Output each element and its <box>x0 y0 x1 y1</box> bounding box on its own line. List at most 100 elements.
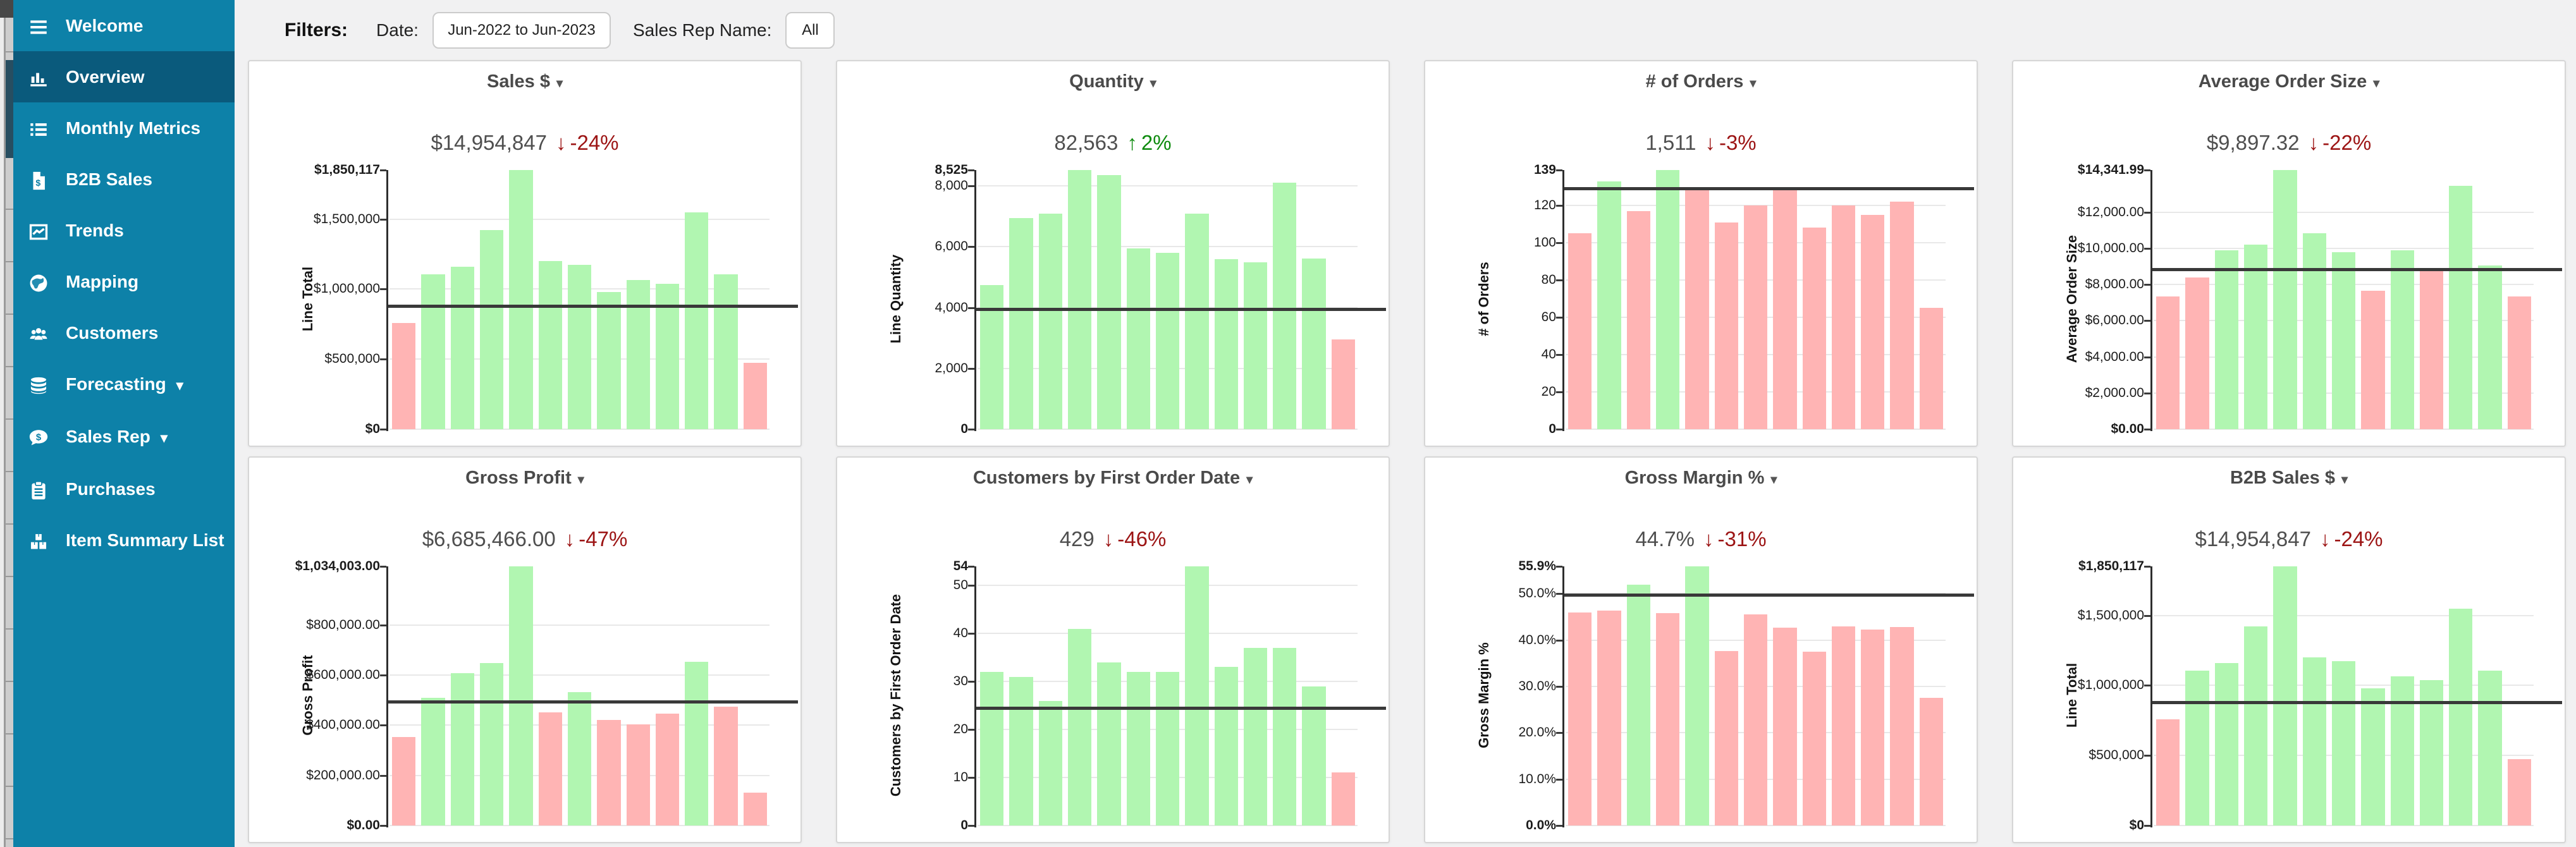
bar[interactable] <box>1831 626 1856 826</box>
bar[interactable] <box>1773 628 1797 826</box>
bar[interactable] <box>1038 214 1062 429</box>
bar[interactable] <box>1743 614 1768 826</box>
sidebar-item-sales-rep[interactable]: $ Sales Rep ▾ <box>13 411 235 463</box>
bar[interactable] <box>1097 175 1121 429</box>
sidebar-item-forecasting[interactable]: Forecasting ▾ <box>13 358 235 411</box>
bar[interactable] <box>1919 698 1944 826</box>
bar[interactable] <box>1685 190 1709 429</box>
bar[interactable] <box>567 692 592 826</box>
bar[interactable] <box>1009 677 1033 826</box>
bar[interactable] <box>1067 629 1092 826</box>
sidebar-item-overview[interactable]: Overview <box>13 51 235 102</box>
bar[interactable] <box>2273 566 2297 826</box>
bar[interactable] <box>2361 291 2385 429</box>
bar[interactable] <box>1185 214 1209 429</box>
bar[interactable] <box>1155 672 1180 826</box>
bar[interactable] <box>450 673 474 826</box>
bar[interactable] <box>714 274 738 429</box>
bar[interactable] <box>2243 245 2268 429</box>
bar[interactable] <box>2302 657 2326 826</box>
bar[interactable] <box>626 280 650 429</box>
sidebar-item-welcome[interactable]: Welcome <box>13 0 235 51</box>
bar[interactable] <box>392 323 416 429</box>
bar[interactable] <box>538 712 562 826</box>
bar[interactable] <box>1597 611 1621 826</box>
sidebar-item-purchases[interactable]: Purchases <box>13 463 235 515</box>
bar[interactable] <box>1009 218 1033 429</box>
bar[interactable] <box>743 363 768 429</box>
bar[interactable] <box>2331 661 2356 826</box>
bar[interactable] <box>567 265 592 429</box>
bar[interactable] <box>685 662 709 826</box>
bar[interactable] <box>980 672 1004 826</box>
bar[interactable] <box>1243 262 1268 429</box>
bar[interactable] <box>1302 259 1326 429</box>
bar[interactable] <box>2390 250 2414 429</box>
bar[interactable] <box>479 663 504 826</box>
bar[interactable] <box>1861 215 1885 429</box>
bar[interactable] <box>392 737 416 826</box>
bar[interactable] <box>1273 648 1297 826</box>
bar[interactable] <box>2507 759 2532 826</box>
bar[interactable] <box>2507 296 2532 429</box>
chart-title-dropdown[interactable]: Customers by First Order Date ▾ <box>837 468 1389 489</box>
bar[interactable] <box>1714 222 1738 429</box>
bar[interactable] <box>1331 772 1356 826</box>
bar[interactable] <box>1890 627 1914 826</box>
bar[interactable] <box>2419 271 2444 429</box>
bar[interactable] <box>2214 250 2238 429</box>
bar[interactable] <box>1097 662 1121 826</box>
chart-title-dropdown[interactable]: Gross Profit ▾ <box>249 468 800 489</box>
bar[interactable] <box>1067 170 1092 429</box>
bar[interactable] <box>655 284 680 429</box>
bar[interactable] <box>2361 688 2385 826</box>
bar[interactable] <box>2419 680 2444 826</box>
bar[interactable] <box>1743 205 1768 429</box>
bar[interactable] <box>714 707 738 826</box>
chart-title-dropdown[interactable]: Sales $ ▾ <box>249 71 800 92</box>
bar[interactable] <box>597 720 621 826</box>
sidebar-item-mapping[interactable]: Mapping <box>13 256 235 307</box>
bar[interactable] <box>2449 186 2473 429</box>
bar[interactable] <box>1655 613 1680 826</box>
bar[interactable] <box>2478 265 2502 429</box>
bar[interactable] <box>1919 308 1944 429</box>
bar[interactable] <box>2156 719 2180 826</box>
bar[interactable] <box>1185 566 1209 826</box>
bar[interactable] <box>2449 609 2473 826</box>
bar[interactable] <box>2331 252 2356 429</box>
date-range-input[interactable]: Jun-2022 to Jun-2023 <box>432 11 611 49</box>
chart-title-dropdown[interactable]: Gross Margin % ▾ <box>1425 468 1977 489</box>
bar[interactable] <box>1155 253 1180 429</box>
chart-title-dropdown[interactable]: Average Order Size ▾ <box>2013 71 2565 92</box>
bar[interactable] <box>980 285 1004 429</box>
bar[interactable] <box>1568 612 1592 826</box>
bar[interactable] <box>743 793 768 826</box>
bar[interactable] <box>1890 202 1914 429</box>
chart-title-dropdown[interactable]: B2B Sales $ ▾ <box>2013 468 2565 489</box>
bar[interactable] <box>655 714 680 826</box>
bar[interactable] <box>1214 667 1238 826</box>
bar[interactable] <box>1126 672 1150 826</box>
sales-rep-input[interactable]: All <box>785 11 835 49</box>
sidebar-item-monthly-metrics[interactable]: Monthly Metrics <box>13 102 235 154</box>
bar[interactable] <box>1802 652 1826 826</box>
sidebar-item-item-summary-list[interactable]: Item Summary List <box>13 515 235 566</box>
bar[interactable] <box>1273 183 1297 429</box>
bar[interactable] <box>2185 671 2209 826</box>
bar[interactable] <box>2478 671 2502 826</box>
bar[interactable] <box>1802 228 1826 429</box>
bar[interactable] <box>1597 181 1621 429</box>
bar[interactable] <box>1214 259 1238 429</box>
bar[interactable] <box>597 292 621 429</box>
bar[interactable] <box>1714 651 1738 826</box>
bar[interactable] <box>1568 233 1592 429</box>
bar[interactable] <box>509 170 533 429</box>
bar[interactable] <box>479 230 504 429</box>
bar[interactable] <box>1038 701 1062 826</box>
bar[interactable] <box>2390 676 2414 826</box>
sidebar-item-b2b-sales[interactable]: $ B2B Sales <box>13 154 235 205</box>
bar[interactable] <box>2273 170 2297 429</box>
chart-title-dropdown[interactable]: Quantity ▾ <box>837 71 1389 92</box>
bar[interactable] <box>421 274 445 429</box>
